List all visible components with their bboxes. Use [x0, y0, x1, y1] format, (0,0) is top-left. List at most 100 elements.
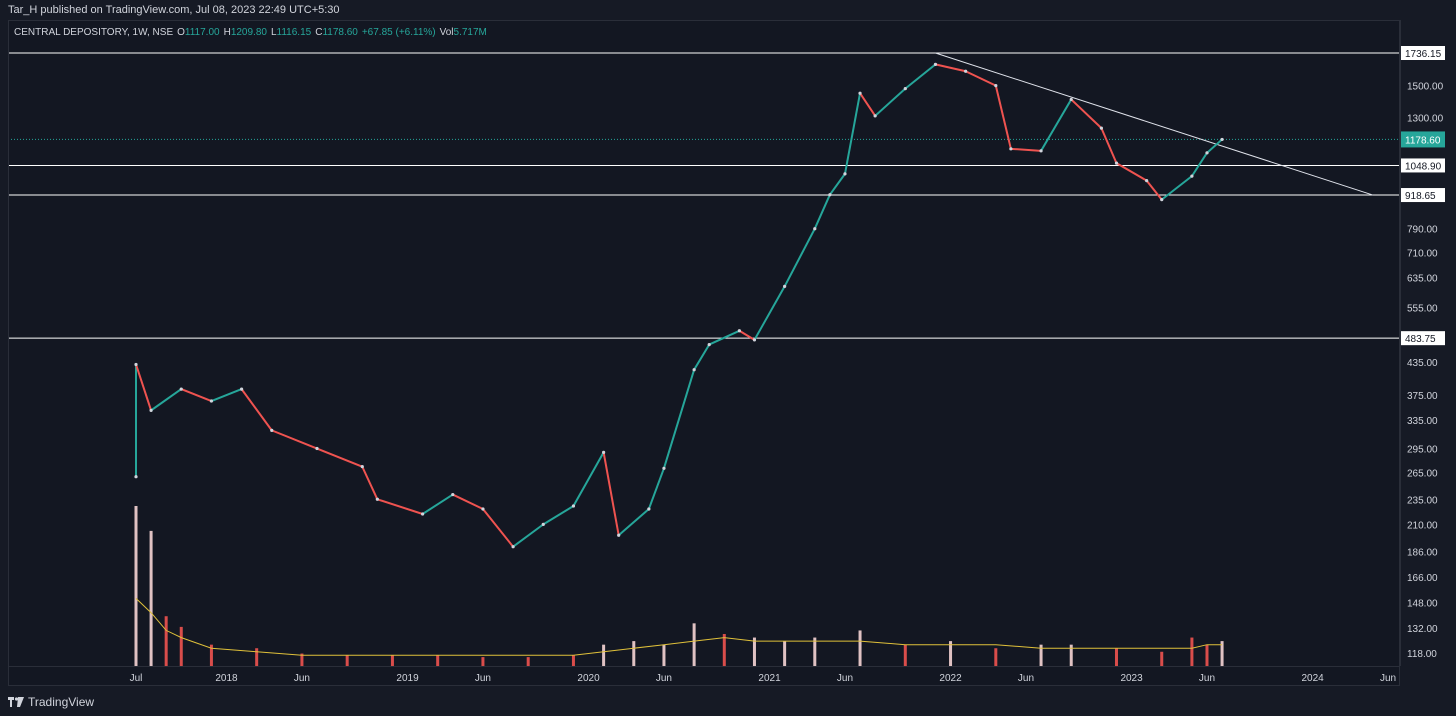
price-point [994, 84, 998, 88]
volume-bar [813, 637, 817, 666]
last-price-badge [1401, 131, 1445, 148]
price-segment [1191, 152, 1208, 177]
price-point [828, 193, 832, 197]
volume-bar [1114, 648, 1118, 666]
price-point [1039, 149, 1043, 153]
horizontal-levels [9, 52, 1399, 339]
time-tick-label: 2023 [1120, 673, 1143, 684]
legend-vol: 5.717M [453, 27, 487, 38]
price-tick-label: 235.00 [1407, 495, 1438, 506]
price-segment [135, 364, 153, 411]
volume-bar [1160, 651, 1164, 666]
price-segment [211, 388, 242, 402]
price-point [752, 338, 757, 342]
price-segment [1010, 147, 1042, 152]
price-segment [965, 70, 997, 87]
price-point [662, 466, 666, 470]
price-point [511, 545, 515, 549]
price-segment [708, 329, 740, 346]
price-point [1099, 126, 1103, 130]
volume-bar [300, 653, 304, 666]
price-segment [271, 429, 318, 450]
volume-bar [436, 655, 440, 666]
price-tick-label: 210.00 [1407, 520, 1438, 531]
volume-bar [752, 637, 756, 666]
volume-bar [1190, 637, 1194, 666]
level-label-box [1401, 46, 1445, 60]
price-tick-label: 265.00 [1407, 468, 1438, 479]
price-point [481, 507, 485, 511]
level-label: 918.65 [1405, 191, 1436, 202]
price-point [1009, 147, 1013, 151]
price-axis-svg[interactable]: 118.00 132.00 148.00 166.00 186.00 210.00 235.… [1401, 20, 1451, 666]
price-point [134, 475, 138, 479]
price-segment [693, 344, 711, 371]
price-point [843, 172, 847, 176]
legend-high-label: H [223, 27, 231, 38]
price-tick-label: 295.00 [1407, 445, 1438, 456]
trendline [935, 52, 1374, 196]
price-point [1069, 97, 1073, 102]
volume-bar [722, 634, 726, 666]
level-label-box [1401, 188, 1445, 203]
legend-open: 1117.00 [184, 27, 220, 38]
chart-pane[interactable] [8, 20, 1400, 686]
footer-brand: TradingView [8, 695, 94, 709]
volume-bar [1220, 641, 1224, 666]
time-tick-label: 2018 [215, 673, 238, 684]
time-axis-svg[interactable]: Jul 2018 Jun 2019 Jun 2020 Jun 2021 Jun 2022 Jun 20… [8, 667, 1400, 687]
volume-bar [481, 657, 485, 666]
price-segment [1115, 162, 1148, 182]
price-segment [572, 451, 605, 507]
volume-bar [662, 644, 666, 666]
price-segment [662, 369, 696, 469]
legend-open-label: O [177, 27, 185, 38]
volume-bar [1069, 644, 1073, 666]
tradingview-logo-icon [8, 697, 24, 707]
volume-bar [134, 506, 138, 666]
price-point [1114, 161, 1119, 165]
volume-bar [345, 655, 349, 666]
price-series [134, 62, 1224, 549]
price-segment [843, 93, 862, 175]
price-point [179, 387, 183, 391]
time-tick-label: Jun [294, 673, 310, 684]
time-tick-label: 2022 [939, 673, 962, 684]
price-segment [542, 505, 574, 526]
volume-bar [994, 648, 998, 666]
volume-bar [1039, 644, 1043, 666]
price-segment [452, 493, 484, 510]
price-axis[interactable]: 118.00 132.00 148.00 166.00 186.00 210.00 235.… [1400, 20, 1451, 666]
price-segment [1070, 98, 1103, 129]
price-point [134, 362, 138, 367]
price-tick-label: 1500.00 [1407, 82, 1444, 93]
volume-bar [209, 644, 213, 666]
volume-bar [692, 623, 696, 666]
price-point [903, 87, 907, 91]
price-tick-label: 710.00 [1407, 249, 1438, 260]
price-point [209, 399, 214, 403]
price-segment [602, 452, 620, 536]
price-tick-label: 148.00 [1407, 598, 1438, 609]
volume-bar [783, 641, 787, 666]
price-point [783, 284, 787, 289]
price-segment [361, 466, 379, 500]
price-point [964, 69, 968, 73]
price-point [360, 465, 364, 469]
volume-bar [571, 655, 575, 666]
time-axis[interactable]: Jul 2018 Jun 2019 Jun 2020 Jun 2021 Jun 2022 Jun 20… [8, 666, 1400, 687]
price-segment [1040, 98, 1073, 152]
price-segment [377, 498, 423, 515]
price-point [873, 114, 877, 118]
price-point [375, 497, 379, 501]
legend-close: 1178.60 [322, 27, 358, 38]
price-segment [783, 228, 816, 287]
price-segment [859, 92, 876, 117]
price-tick-label: 435.00 [1407, 358, 1438, 369]
volume-bar [390, 655, 394, 666]
price-plot[interactable] [8, 20, 1400, 686]
level-label: 1736.15 [1405, 49, 1442, 60]
price-tick-label: 186.00 [1407, 547, 1438, 558]
price-tick-label: 166.00 [1407, 573, 1438, 584]
